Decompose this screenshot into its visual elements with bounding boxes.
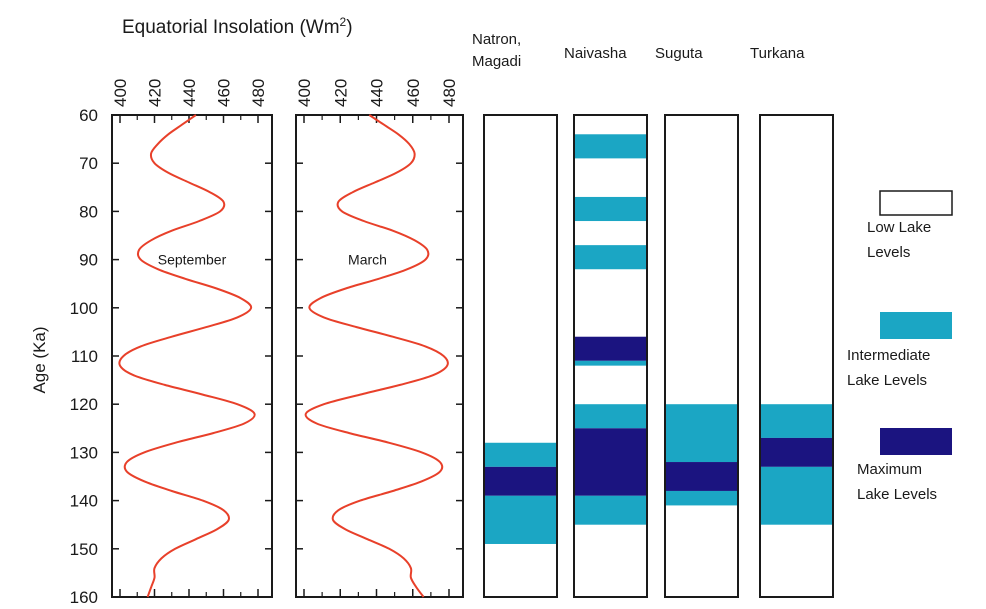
lake-column-border: [759, 114, 834, 598]
lake-level-interval-maximum: [666, 462, 737, 491]
lake-column-border: [664, 114, 739, 598]
lake-level-interval-intermediate: [761, 404, 832, 438]
y-tick-label: 120: [70, 395, 98, 414]
y-tick-label: 130: [70, 443, 98, 462]
lake-column-border: [573, 114, 648, 598]
y-axis-label: Age (Ka): [30, 326, 49, 393]
lake-level-interval-intermediate: [575, 134, 646, 159]
insolation-line-september: [118, 114, 256, 598]
lake-column-naivasha: Naivasha: [564, 45, 648, 598]
lake-level-interval-intermediate: [485, 495, 556, 544]
lake-column-turkana: Turkana: [750, 45, 834, 598]
x-tick-label: 400: [111, 79, 130, 107]
lake-level-interval-intermediate: [666, 404, 737, 463]
y-tick-label: 60: [79, 106, 98, 125]
x-tick-label: 440: [180, 79, 199, 107]
lake-column-frame: [664, 114, 739, 598]
lake-level-interval-maximum: [761, 437, 832, 467]
lake-column-suguta: Suguta: [655, 45, 739, 598]
lake-column-natron-magadi: Natron, Magadi: [472, 31, 558, 598]
lake-level-interval-intermediate: [761, 466, 832, 525]
lake-level-interval-maximum: [575, 428, 646, 496]
lake-level-interval-intermediate: [575, 245, 646, 270]
chart-title: Equatorial Insolation (Wm2): [122, 15, 353, 38]
lake-column-label: Suguta: [655, 45, 703, 62]
x-tick-label: 400: [295, 79, 314, 107]
x-tick-label: 420: [331, 79, 350, 107]
lake-level-interval-intermediate: [575, 404, 646, 429]
y-tick-label: 150: [70, 540, 98, 559]
panel-frame: [111, 114, 273, 598]
lake-level-interval-maximum: [485, 466, 556, 496]
insolation-line-march: [304, 114, 449, 598]
x-tick-label: 420: [146, 79, 165, 107]
legend: Low Lake Levels Intermediate Lake Levels Max…: [847, 190, 953, 503]
lake-level-interval-intermediate: [666, 490, 737, 506]
legend-label: Maximum Lake Levels: [857, 461, 937, 503]
legend-label: Intermediate Lake Levels: [847, 347, 930, 389]
lake-column-label: Natron, Magadi: [472, 31, 521, 70]
panel-frame: [295, 114, 464, 598]
legend-item-low: Low Lake Levels: [867, 190, 953, 261]
y-tick-label: 100: [70, 299, 98, 318]
x-tick-label: 480: [440, 79, 459, 107]
lake-column-label: Turkana: [750, 45, 805, 62]
legend-swatch: [879, 190, 953, 216]
y-tick-label: 160: [70, 588, 98, 607]
x-tick-label: 480: [249, 79, 268, 107]
legend-item-intermediate: Intermediate Lake Levels: [847, 312, 952, 389]
y-tick-label: 80: [79, 202, 98, 221]
lake-level-interval-maximum: [575, 336, 646, 361]
lake-level-interval-intermediate: [575, 360, 646, 366]
lake-level-interval-intermediate: [575, 196, 646, 222]
legend-item-maximum: Maximum Lake Levels: [857, 428, 952, 503]
y-tick-label: 110: [71, 347, 98, 366]
insolation-panel-september: 400 420 440 460 480 September: [111, 79, 273, 598]
y-tick-label: 70: [79, 154, 98, 173]
legend-swatch: [880, 428, 952, 455]
lake-level-interval-intermediate: [575, 495, 646, 525]
series-label: September: [158, 252, 227, 268]
lake-column-border: [483, 114, 558, 598]
x-tick-label: 460: [215, 79, 234, 107]
series-label: March: [348, 252, 387, 268]
insolation-panel-march: 400 420 440 460 480 March: [295, 79, 464, 598]
x-tick-label: 460: [404, 79, 423, 107]
insolation-panels: 60 70 80 90 100 110 120 130 140 150 160 400 420 440 46…: [70, 79, 464, 607]
y-tick-label: 140: [70, 492, 98, 511]
lake-level-interval-intermediate: [485, 442, 556, 467]
lake-columns: Natron, Magadi Naivasha Suguta Turkana: [472, 31, 834, 598]
legend-label: Low Lake Levels: [867, 219, 931, 261]
lake-column-label: Naivasha: [564, 45, 627, 62]
y-tick-label: 90: [79, 251, 98, 270]
x-tick-label: 440: [368, 79, 387, 107]
legend-swatch: [880, 312, 952, 339]
